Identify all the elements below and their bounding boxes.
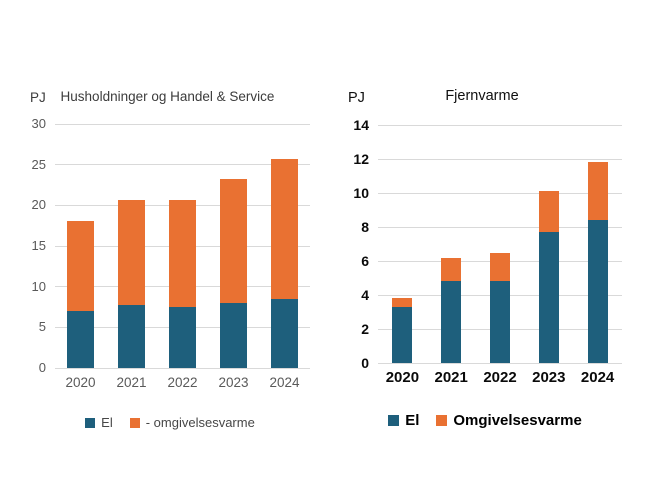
- legend-label: Omgivelsesvarme: [453, 412, 582, 429]
- gridline: [55, 123, 310, 125]
- x-category-label: 2024: [269, 375, 300, 390]
- chart-title: Fjernvarme: [445, 88, 519, 104]
- legend-label: - omgivelsesvarme: [145, 415, 255, 430]
- bar-segment-el: [67, 311, 94, 368]
- bar-segment-el: [392, 306, 413, 363]
- x-category-label: 2020: [65, 375, 96, 390]
- bar-segment-el: [587, 220, 608, 363]
- legend-item: El: [388, 412, 419, 429]
- y-tick-label: 4: [361, 287, 369, 303]
- bar-segment-omgivelsesvarme: [490, 252, 510, 282]
- legend-swatch: [436, 415, 448, 426]
- legend-item: El: [85, 415, 113, 430]
- y-axis-unit-label: PJ: [348, 90, 365, 106]
- x-category-label: 2021: [116, 375, 147, 390]
- legend-swatch: [85, 417, 96, 428]
- bar-segment-el: [271, 298, 298, 368]
- plot-area: [378, 124, 622, 364]
- bar-segment-el: [490, 281, 510, 363]
- y-axis: 0 5 10 15 20 25 30: [20, 116, 46, 375]
- chart-husholdninger-handel-service: PJ Husholdninger og Handel & Service 0 5 1…: [20, 85, 320, 457]
- chart-fjernvarme: PJ Fjernvarme 0 2 4 6 8 10 12 14 2020 2021 2022 20…: [340, 85, 630, 457]
- y-axis: 0 2 4 6 8 10 12 14: [340, 117, 369, 371]
- legend-label: El: [405, 412, 420, 429]
- x-category-label: 2021: [434, 369, 468, 386]
- bar-segment-omgivelsesvarme: [392, 298, 413, 307]
- x-category-label: 2023: [532, 369, 566, 386]
- y-tick-label: 14: [353, 117, 369, 133]
- legend-swatch: [388, 415, 400, 426]
- bar-segment-omgivelsesvarme: [441, 257, 462, 282]
- y-tick-label: 0: [38, 360, 46, 375]
- bar-segment-omgivelsesvarme: [220, 178, 247, 303]
- bar-segment-omgivelsesvarme: [271, 158, 298, 299]
- y-tick-label: 12: [353, 151, 369, 167]
- gridline: [378, 124, 622, 126]
- y-tick-label: 2: [361, 321, 369, 337]
- gridline: [55, 367, 310, 369]
- y-tick-label: 25: [31, 156, 46, 172]
- x-category-label: 2022: [483, 369, 517, 386]
- bar-segment-el: [441, 281, 462, 363]
- x-axis: 2020 2021 2022 2023 2024: [55, 374, 310, 394]
- bar-segment-el: [220, 302, 247, 368]
- bar-segment-el: [538, 232, 559, 363]
- bar-segment-omgivelsesvarme: [538, 191, 559, 233]
- x-category-label: 2023: [218, 375, 249, 390]
- x-category-label: 2022: [167, 375, 198, 390]
- bar-segment-el: [118, 304, 145, 368]
- legend-label: El: [101, 415, 113, 430]
- legend: El - omgivelsesvarme: [20, 415, 320, 430]
- y-tick-label: 30: [31, 116, 46, 131]
- bar-segment-omgivelsesvarme: [67, 220, 94, 312]
- bar-segment-omgivelsesvarme: [587, 162, 608, 221]
- legend-item: Omgivelsesvarme: [436, 412, 582, 429]
- gridline: [378, 158, 622, 160]
- y-tick-label: 8: [361, 219, 369, 235]
- y-tick-label: 5: [38, 319, 46, 335]
- legend-swatch: [129, 417, 140, 428]
- y-tick-label: 0: [361, 355, 369, 371]
- bar-segment-omgivelsesvarme: [118, 199, 145, 305]
- gridline: [55, 164, 310, 166]
- chart-title: Husholdninger og Handel & Service: [60, 89, 275, 104]
- bar-segment-omgivelsesvarme: [169, 199, 196, 307]
- x-category-label: 2024: [580, 369, 615, 386]
- x-axis: 2020 2021 2022 2023 2024: [378, 369, 622, 389]
- gridline: [378, 226, 622, 228]
- x-category-label: 2020: [385, 369, 420, 386]
- y-tick-label: 15: [31, 238, 46, 253]
- plot-area: [55, 123, 310, 369]
- y-tick-label: 20: [31, 197, 46, 213]
- y-tick-label: 6: [361, 253, 369, 269]
- bar-segment-el: [169, 307, 196, 368]
- gridline: [378, 362, 622, 364]
- y-tick-label: 10: [353, 185, 369, 201]
- legend-item: - omgivelsesvarme: [129, 415, 255, 430]
- legend: El Omgivelsesvarme: [340, 412, 630, 429]
- y-tick-label: 10: [31, 278, 46, 294]
- y-axis-unit-label: PJ: [30, 90, 46, 105]
- gridline: [378, 192, 622, 194]
